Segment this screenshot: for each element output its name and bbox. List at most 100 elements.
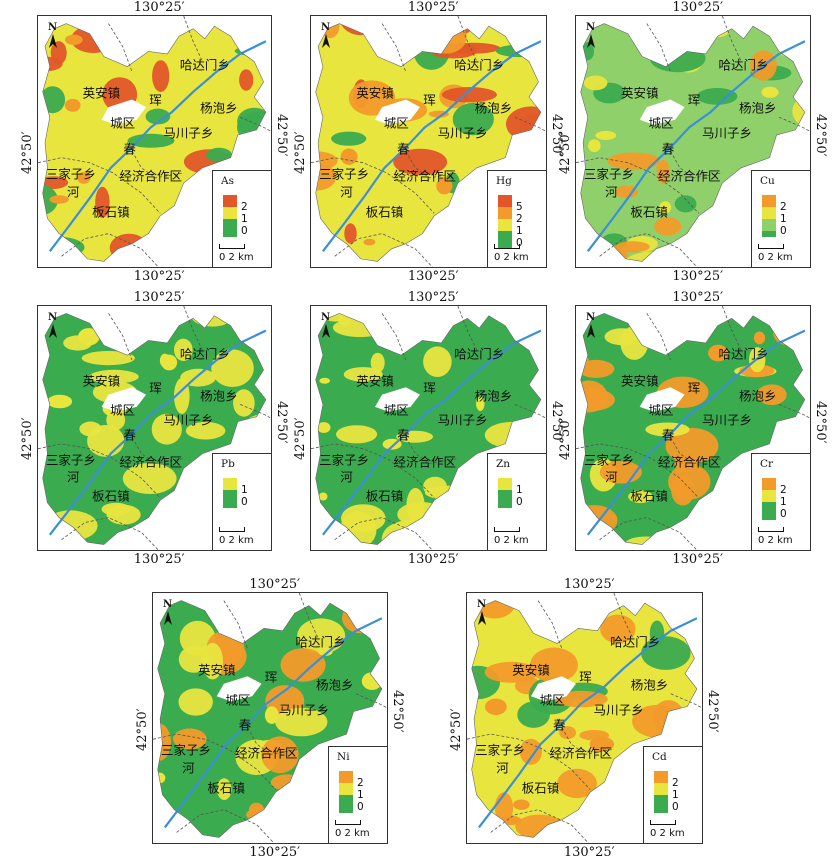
legend-box: Ni 2 1 0 0 2 km bbox=[328, 746, 387, 843]
boundary-line bbox=[38, 157, 161, 214]
concentration-patch bbox=[127, 133, 175, 148]
boundary-line bbox=[670, 693, 702, 709]
legend-swatch bbox=[339, 807, 353, 813]
place-label-hun: 珲 bbox=[687, 92, 701, 108]
place-label-he: 河 bbox=[496, 760, 509, 776]
legend-value: 1 bbox=[780, 213, 787, 225]
place-label-yangpao: 杨泡乡 bbox=[630, 677, 669, 693]
place-label-chengqu: 城区 bbox=[648, 115, 674, 131]
legend-swatch bbox=[654, 807, 668, 813]
concentration-patch bbox=[580, 380, 608, 413]
legend-swatch bbox=[498, 207, 512, 219]
concentration-patch bbox=[332, 318, 388, 338]
place-label-he: 河 bbox=[66, 184, 80, 200]
coord-bottom-label: 130°25′ bbox=[672, 552, 724, 567]
place-label-machuanzi: 马川子乡 bbox=[593, 702, 644, 718]
legend-value: 0 bbox=[516, 237, 523, 249]
hotspot-patch bbox=[49, 195, 69, 204]
urban-area bbox=[216, 676, 262, 702]
hotspot-patch bbox=[588, 139, 601, 153]
boundary-line bbox=[108, 23, 133, 72]
urban-area bbox=[639, 99, 685, 125]
concentration-patch bbox=[530, 647, 578, 683]
concentration-patch bbox=[315, 521, 341, 538]
place-label-he: 河 bbox=[340, 469, 353, 485]
boundary-line bbox=[665, 142, 723, 179]
concentration-patch bbox=[452, 102, 494, 136]
map-panel-cd: N 哈达门乡 英安镇 珲杨泡乡 城区 马川子乡春三家子乡 经济合作区河板石镇 Cd 2 1 0 0 2… bbox=[466, 592, 703, 844]
concentration-patch bbox=[280, 648, 326, 682]
boundary-line bbox=[239, 404, 271, 419]
place-label-yingan: 英安镇 bbox=[620, 373, 659, 389]
place-label-banshi: 板石镇 bbox=[92, 488, 130, 504]
place-label-hun: 珲 bbox=[687, 380, 701, 396]
legend-swatch bbox=[762, 207, 776, 219]
legend-element-symbol: Cu bbox=[760, 175, 775, 187]
concentration-patch bbox=[422, 23, 436, 45]
river-line bbox=[163, 617, 383, 829]
boundary-line bbox=[556, 718, 614, 755]
place-label-sanjiazi: 三家子乡 bbox=[45, 166, 96, 182]
hotspot-patch bbox=[47, 394, 73, 409]
north-arrow-icon: N bbox=[46, 22, 60, 52]
map-frame: N 哈达门乡 英安镇 珲杨泡乡 城区 马川子乡春三家子乡 经济合作区河板石镇 As 2 1 0 0 2… bbox=[37, 15, 272, 268]
legend-value: 2 bbox=[780, 484, 787, 496]
concentration-patch bbox=[185, 421, 226, 440]
map-panel-ni: N 哈达门乡 英安镇 珲杨泡乡 城区 马川子乡春三家子乡 经济合作区河板石镇 Ni 2 1 0 0 2… bbox=[152, 592, 388, 844]
boundary-line bbox=[381, 313, 407, 361]
legend-swatch bbox=[498, 502, 512, 508]
legend-value: 1 bbox=[780, 496, 787, 508]
boundary-line bbox=[721, 16, 742, 62]
hotspot-patch bbox=[595, 130, 617, 140]
concentration-patch bbox=[173, 728, 207, 750]
legend-swatch bbox=[654, 783, 668, 795]
map-frame: N 哈达门乡 英安镇 珲杨泡乡 城区 马川子乡春三家子乡 经济合作区河板石镇 Zn 1 0 0 2 … bbox=[310, 305, 547, 551]
map-panel-zn: N 哈达门乡 英安镇 珲杨泡乡 城区 马川子乡春三家子乡 经济合作区河板石镇 Zn 1 0 0 2 … bbox=[310, 305, 547, 551]
concentration-patch bbox=[665, 23, 721, 34]
concentration-patch bbox=[615, 185, 639, 199]
boundary-line bbox=[38, 443, 161, 499]
region-outline bbox=[42, 313, 267, 545]
place-label-chengqu: 城区 bbox=[110, 402, 136, 418]
scale-label: 0 2 km bbox=[219, 252, 254, 263]
place-label-jingji: 经济合作区 bbox=[235, 745, 298, 761]
place-label-chengqu: 城区 bbox=[383, 115, 409, 131]
hotspot-patch bbox=[78, 328, 100, 346]
place-label-chun: 春 bbox=[661, 427, 675, 443]
legend-swatch bbox=[762, 195, 776, 207]
place-label-machuanzi: 马川子乡 bbox=[437, 412, 488, 428]
legend-element-symbol: Cd bbox=[652, 751, 667, 763]
place-label-hun: 珲 bbox=[149, 92, 162, 108]
place-label-sanjiazi: 三家子乡 bbox=[319, 452, 370, 468]
concentration-patch bbox=[580, 243, 628, 262]
boundary-line bbox=[126, 142, 184, 179]
legend-swatch bbox=[498, 243, 512, 249]
concentration-patch bbox=[211, 349, 254, 387]
hotspot-patch bbox=[761, 86, 779, 98]
concentration-patch bbox=[383, 306, 429, 312]
boundary-line bbox=[400, 428, 458, 464]
coord-left-label: 42°50′ bbox=[20, 417, 35, 460]
place-label-chengqu: 城区 bbox=[648, 402, 674, 418]
legend-value: 0 bbox=[241, 496, 248, 508]
coord-top-label: 130°25′ bbox=[133, 290, 185, 305]
hotspot-patch bbox=[513, 799, 530, 810]
hotspot-patch bbox=[264, 706, 279, 724]
north-letter: N bbox=[586, 22, 596, 33]
legend-swatch bbox=[223, 502, 237, 508]
concentration-patch bbox=[696, 88, 738, 105]
place-label-sanjiazi: 三家子乡 bbox=[584, 166, 635, 182]
legend-value: 1 bbox=[672, 789, 679, 801]
concentration-map bbox=[311, 306, 546, 550]
concentration-patch bbox=[202, 642, 223, 680]
region-outline bbox=[471, 600, 698, 838]
legend-value: 2 bbox=[357, 777, 364, 789]
legend-element-symbol: Zn bbox=[496, 458, 511, 470]
place-label-yangpao: 杨泡乡 bbox=[315, 677, 354, 693]
concentration-patch bbox=[145, 108, 171, 125]
coord-bottom-label: 130°25′ bbox=[407, 552, 459, 567]
scale-bar bbox=[219, 244, 245, 249]
place-label-banshi: 板石镇 bbox=[207, 780, 245, 796]
concentration-map bbox=[576, 306, 810, 550]
concentration-patch bbox=[756, 384, 787, 405]
